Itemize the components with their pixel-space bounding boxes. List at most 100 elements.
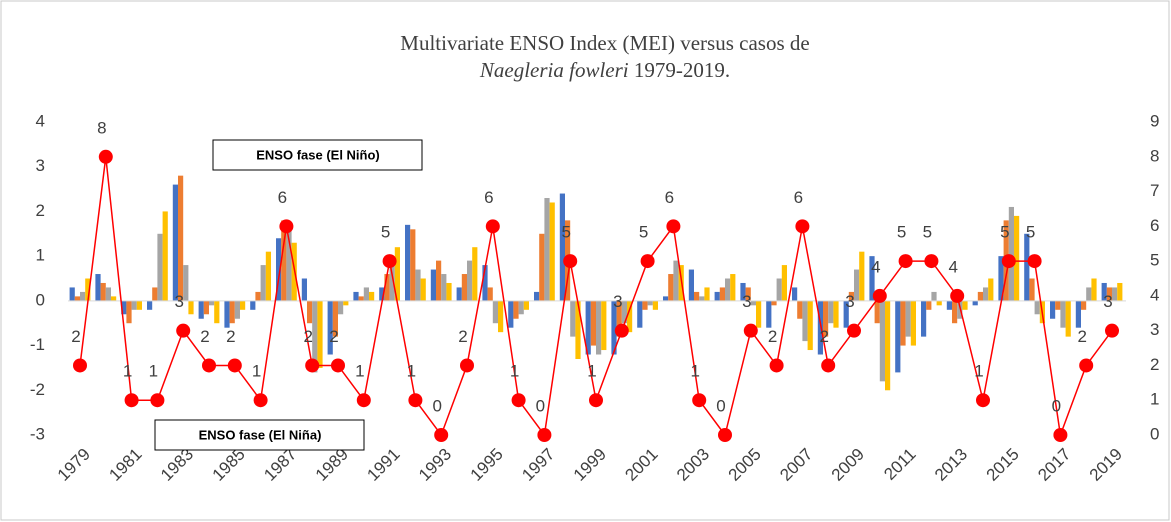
y2-tick-label: 9 [1150, 111, 1159, 130]
bar [652, 300, 658, 310]
bar [802, 300, 808, 342]
bar [105, 287, 111, 301]
bar [859, 251, 865, 301]
bar [719, 287, 725, 301]
cases-point [795, 219, 810, 234]
bar [487, 287, 493, 301]
data-label: 4 [871, 257, 880, 276]
bar [575, 300, 581, 359]
bar [983, 287, 989, 301]
bar [410, 229, 416, 301]
cases-point [769, 358, 784, 373]
data-label: 5 [1026, 223, 1035, 242]
bar [332, 300, 338, 337]
bar [879, 300, 885, 382]
cases-point [563, 254, 578, 269]
cases-point [847, 323, 861, 338]
bar [627, 300, 633, 333]
bar [183, 265, 189, 301]
bar [338, 300, 344, 315]
cases-point [589, 393, 603, 408]
cases-point [408, 393, 423, 408]
data-label: 5 [897, 223, 906, 242]
bar [1112, 287, 1118, 301]
cases-point [382, 254, 397, 269]
bar [508, 300, 514, 328]
bar [910, 300, 916, 346]
y2-tick-label: 8 [1150, 146, 1159, 165]
cases-point [1001, 254, 1016, 269]
bar [1065, 300, 1071, 337]
cases-point [98, 149, 113, 164]
cases-point [253, 393, 268, 408]
bar [792, 287, 798, 301]
cases-point [666, 219, 681, 234]
cases-point [279, 219, 294, 234]
data-label: 0 [536, 396, 545, 415]
bar [327, 300, 333, 355]
data-label: 3 [742, 292, 751, 311]
bar [936, 300, 942, 306]
y2-tick-label: 4 [1150, 285, 1159, 304]
data-label: 6 [484, 188, 493, 207]
y2-tick-label: 6 [1150, 216, 1159, 235]
bar [1014, 215, 1020, 301]
bar [131, 300, 137, 310]
cases-point [305, 358, 320, 373]
cases-point [434, 428, 449, 442]
cases-point [614, 323, 629, 338]
chart-title: Multivariate ENSO Index (MEI) versus cas… [400, 31, 809, 55]
bar [1086, 287, 1092, 301]
bar [817, 300, 823, 355]
y-tick-label: 2 [36, 201, 45, 220]
y2-tick-label: 2 [1150, 355, 1159, 374]
bar [637, 300, 643, 328]
bar [874, 300, 880, 324]
data-label: 0 [432, 396, 441, 415]
data-label: 1 [690, 362, 699, 381]
cases-point [976, 393, 990, 408]
bar [544, 198, 550, 301]
bar [121, 300, 127, 315]
bar [461, 274, 467, 301]
bar [1081, 300, 1087, 310]
bar [781, 265, 787, 301]
data-label: 5 [923, 223, 932, 242]
cases-point [73, 358, 87, 373]
y-tick-label: 1 [36, 246, 45, 265]
bar [962, 300, 968, 310]
bar [209, 300, 215, 306]
bar [534, 291, 540, 301]
bar [699, 296, 705, 301]
bar [498, 300, 504, 333]
bar [931, 291, 937, 301]
chart-title-2: Naegleria fowleri 1979-2019. [479, 58, 730, 82]
bar [456, 287, 462, 301]
y2-tick-label: 7 [1150, 181, 1159, 200]
data-label: 0 [716, 396, 725, 415]
bar [766, 300, 772, 328]
bar [240, 300, 246, 310]
bar [730, 274, 736, 301]
bar [663, 296, 669, 301]
bar [611, 300, 617, 355]
bar [885, 300, 891, 391]
cases-point [821, 358, 836, 373]
data-label: 2 [71, 327, 80, 346]
bar [260, 265, 266, 301]
bar [358, 296, 364, 301]
bar [616, 300, 622, 337]
bar [895, 300, 901, 373]
data-label: 1 [510, 362, 519, 381]
bar [379, 287, 385, 301]
bar [1091, 278, 1097, 301]
bar [492, 300, 498, 324]
cases-point [460, 358, 474, 373]
annotation: ENSO fase (El Niño) [256, 147, 380, 162]
bar [905, 300, 911, 337]
bar [250, 300, 256, 310]
cases-point [924, 254, 939, 269]
bar [467, 260, 473, 301]
bar [1050, 300, 1056, 319]
bar [317, 300, 323, 368]
